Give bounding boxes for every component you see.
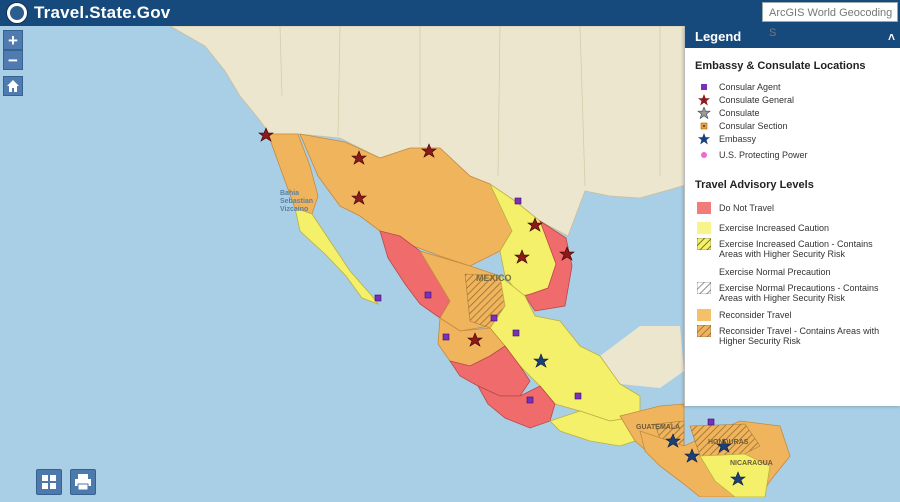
consular-agent-marker — [424, 291, 432, 299]
consular-agent-marker — [526, 396, 534, 404]
embassy-star — [716, 438, 732, 453]
legend-header[interactable]: Legend ˄ — [685, 26, 900, 48]
home-button[interactable] — [3, 76, 23, 96]
honduras-hatch-2 — [689, 423, 761, 457]
zoom-in-button[interactable]: + — [3, 30, 23, 50]
legend-section-locations: Embassy & Consulate Locations — [695, 60, 866, 72]
orange-square-icon — [700, 122, 708, 130]
zoom-out-button[interactable]: − — [3, 50, 23, 70]
consulate-general-star — [559, 246, 575, 261]
red-star-icon — [698, 94, 710, 106]
home-icon — [7, 80, 19, 92]
legend-section-advisory: Travel Advisory Levels — [695, 179, 814, 191]
consulate-general-star — [258, 127, 274, 142]
blue-star-icon — [698, 133, 710, 145]
consulate-general-markers — [258, 127, 575, 347]
consular-agent-marker — [374, 294, 382, 302]
consular-agent-marker — [514, 197, 522, 205]
consular-agent-marker — [442, 333, 450, 341]
baja-north — [267, 133, 319, 215]
embassy-star — [684, 448, 700, 463]
gray-star-icon — [697, 107, 711, 119]
print-icon — [75, 474, 91, 491]
label-mexico: MEXICO — [476, 273, 512, 283]
consulate-general-star — [421, 143, 437, 158]
reconsider-travel-swatch — [697, 309, 711, 321]
label-guatemala: GUATEMALA — [636, 424, 681, 431]
do-not-travel-swatch — [697, 202, 711, 214]
purple-square-icon — [701, 84, 707, 90]
embassy-markers — [533, 353, 746, 486]
consular-agent-marker — [574, 392, 582, 400]
consulate-general-star — [514, 249, 530, 264]
embassy-star — [533, 353, 549, 368]
consulate-general-star — [527, 217, 543, 232]
state-dept-seal-icon — [6, 2, 28, 24]
consular-agent-markers — [374, 197, 715, 426]
land-yucatan — [600, 326, 684, 388]
consulate-general-star — [351, 190, 367, 205]
baja-south — [294, 207, 380, 305]
normal-precaution-hatch-swatch — [697, 282, 711, 294]
collapse-legend-icon[interactable]: ˄ — [887, 30, 895, 44]
search-input[interactable]: ArcGIS World Geocoding S — [762, 2, 898, 39]
grid-icon — [42, 475, 56, 489]
legend-title: Legend — [695, 29, 742, 44]
label-bahia: Bahia Sebastian Vizcaino — [280, 190, 314, 213]
embassy-star — [665, 433, 681, 448]
pink-dot-icon — [701, 152, 707, 158]
consular-agent-marker — [490, 314, 498, 322]
label-honduras: HONDURAS — [708, 439, 749, 446]
legend-panel: Legend ˄ Embassy & Consulate Locations C… — [684, 26, 900, 406]
guerrero — [477, 385, 556, 429]
consulate-general-star — [351, 150, 367, 165]
embassy-star — [730, 471, 746, 486]
consular-agent-marker — [512, 329, 520, 337]
basemap-gallery-button[interactable] — [36, 469, 62, 495]
tamaulipas — [524, 219, 573, 312]
increased-caution-hatch-swatch — [697, 238, 711, 250]
consulate-general-star — [467, 332, 483, 347]
increased-caution-swatch — [697, 222, 711, 234]
consular-agent-marker — [707, 418, 715, 426]
normal-precaution-swatch — [697, 266, 711, 278]
site-title[interactable]: Travel.State.Gov — [34, 3, 171, 22]
colima-michoacan — [449, 345, 531, 397]
reconsider-travel-hatch-swatch — [697, 325, 711, 337]
print-button[interactable] — [70, 469, 96, 495]
label-nicaragua: NICARAGUA — [730, 460, 773, 467]
top-bar: Travel.State.Gov ArcGIS World Geocoding … — [0, 0, 900, 39]
